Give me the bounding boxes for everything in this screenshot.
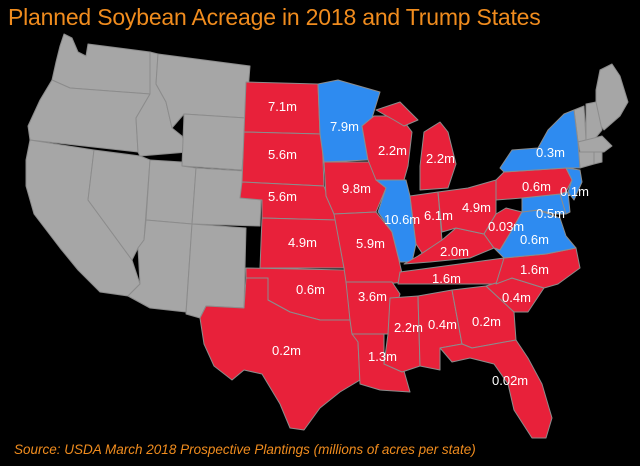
label-il: 10.6m	[384, 212, 420, 227]
state-wy	[181, 113, 247, 171]
state-nj	[565, 167, 583, 201]
label-nd: 7.1m	[268, 99, 297, 114]
label-nj: 0.1m	[560, 184, 589, 199]
label-ny: 0.3m	[536, 145, 565, 160]
state-ri	[593, 151, 603, 165]
state-va	[493, 209, 577, 259]
label-ms: 2.2m	[394, 320, 423, 335]
label-in: 6.1m	[424, 208, 453, 223]
label-ok: 0.6m	[296, 282, 325, 297]
state-ma	[577, 135, 613, 153]
state-mi	[375, 101, 457, 191]
label-la: 1.3m	[368, 349, 397, 364]
label-ga: 0.2m	[472, 314, 501, 329]
label-md: 0.5m	[536, 206, 565, 221]
label-sc: 0.4m	[502, 290, 531, 305]
label-pa: 0.6m	[522, 179, 551, 194]
label-ia: 9.8m	[342, 181, 371, 196]
label-tx: 0.2m	[272, 343, 301, 358]
state-labels: 7.1m 5.6m 5.6m 4.9m 0.6m 0.2m 7.9m 9.8m …	[268, 99, 589, 388]
label-va: 0.6m	[520, 232, 549, 247]
label-mi: 2.2m	[426, 151, 455, 166]
state-ct	[577, 151, 595, 169]
label-ar: 3.6m	[358, 289, 387, 304]
state-ut	[145, 159, 197, 225]
label-ne: 5.6m	[268, 189, 297, 204]
state-wi	[361, 115, 413, 181]
state-fl	[439, 339, 553, 439]
source-note: Source: USDA March 2018 Prospective Plan…	[14, 442, 476, 457]
label-tn: 1.6m	[432, 271, 461, 286]
label-mn: 7.9m	[330, 119, 359, 134]
label-al: 0.4m	[428, 317, 457, 332]
label-ks: 4.9m	[288, 235, 317, 250]
label-mo: 5.9m	[356, 236, 385, 251]
label-wi: 2.2m	[378, 143, 407, 158]
state-la	[351, 333, 411, 393]
state-wa	[51, 33, 151, 95]
label-fl: 0.02m	[492, 373, 528, 388]
non-soybean-states	[25, 33, 629, 319]
label-nc: 1.6m	[520, 262, 549, 277]
label-oh: 4.9m	[462, 200, 491, 215]
state-nh	[585, 101, 603, 143]
state-tx	[199, 277, 361, 431]
map-title: Planned Soybean Acreage in 2018 and Trum…	[8, 4, 541, 30]
state-nm	[185, 223, 247, 319]
state-ny	[499, 109, 581, 173]
state-mt	[155, 53, 251, 129]
label-ky: 2.0m	[440, 244, 469, 259]
state-il	[375, 179, 417, 263]
label-wv: 0.03m	[488, 219, 524, 234]
state-me	[595, 63, 629, 131]
label-sd: 5.6m	[268, 147, 297, 162]
soybean-states	[199, 79, 583, 439]
